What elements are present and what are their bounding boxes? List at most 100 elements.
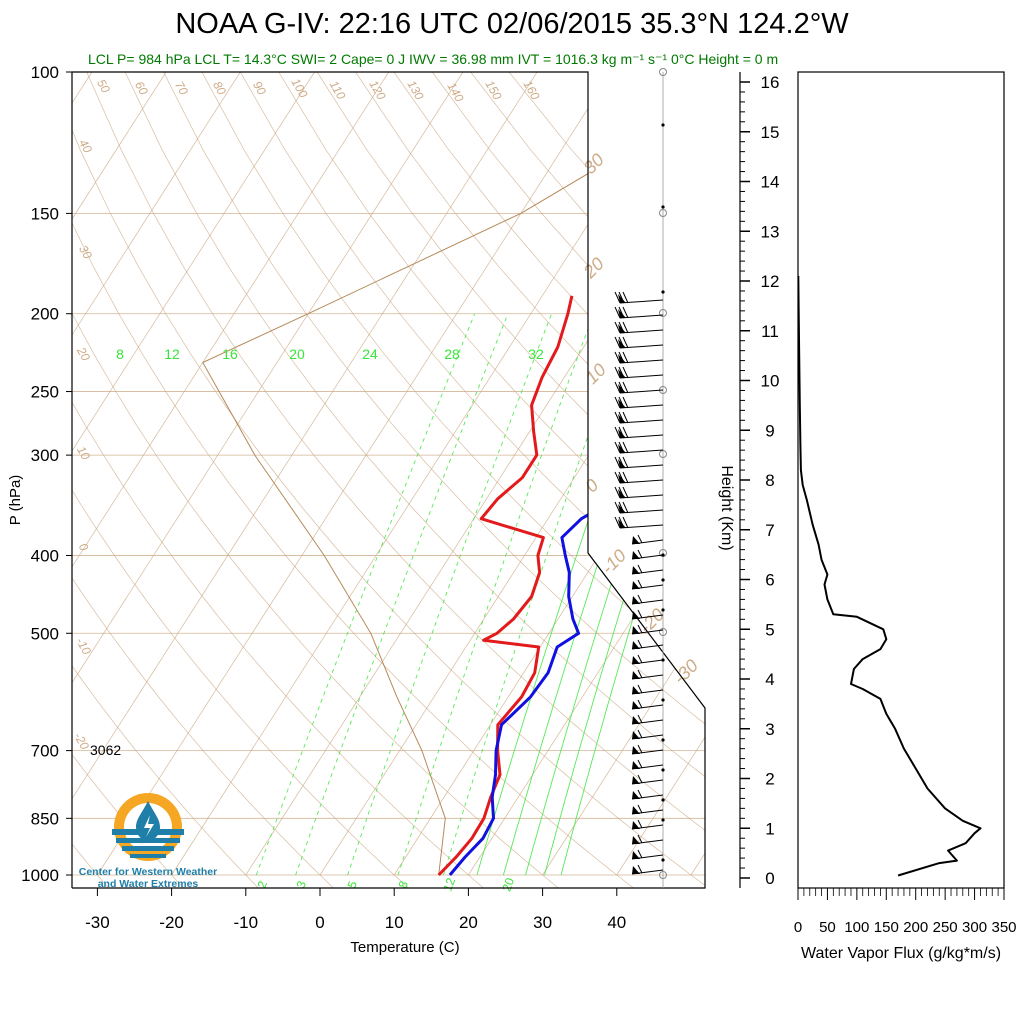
barb-pennant — [632, 791, 640, 799]
barb-feather — [622, 516, 629, 529]
y-tick-label: 100 — [31, 63, 59, 82]
barb-feather — [637, 534, 643, 544]
isotherm-label: 0 — [581, 475, 602, 496]
isotherm-label: -10 — [597, 545, 630, 578]
isotherm-label: 0 — [76, 541, 92, 554]
barb-feather — [637, 654, 643, 664]
barb-feather — [637, 864, 643, 874]
dry-adiabat-line — [72, 72, 489, 888]
barb-feather — [637, 774, 643, 784]
dry-adiabat-line — [72, 72, 705, 888]
logo-caption: Center for Western Weather and Water Ext… — [72, 866, 224, 890]
barb-pennant — [632, 596, 640, 604]
barb-feather — [637, 684, 643, 694]
height-tick-label: 2 — [765, 770, 774, 789]
flux-axis-label: Water Vapor Flux (g/kg*m/s) — [801, 945, 1001, 962]
dry-adiabat-line — [239, 72, 705, 888]
isotherm-line — [72, 72, 390, 876]
isotherm-label: 160 — [520, 78, 542, 103]
mixing-ratio-label: 28 — [444, 346, 460, 362]
isotherm-line — [245, 72, 705, 876]
height-tick-label: 13 — [761, 222, 780, 241]
dewpoint-profile-line — [448, 295, 705, 876]
barb-pennant — [632, 656, 640, 664]
isotherm-label: 20 — [579, 254, 608, 283]
skewt-border — [71, 71, 706, 889]
barb-pennant — [618, 384, 626, 393]
barb-pennant — [618, 324, 626, 333]
barb-pennant — [618, 444, 626, 453]
calm-wind-circle — [659, 309, 667, 317]
dry-adiabat-line — [201, 72, 705, 888]
height-tick-label: 4 — [765, 670, 774, 689]
barb-pennant — [618, 429, 626, 438]
x-tick-label: 40 — [607, 913, 626, 932]
mixing-ratio-label: 32 — [528, 346, 544, 362]
barb-feather — [614, 501, 621, 514]
dry-adiabat-line — [72, 72, 263, 888]
isotherm-label: 150 — [482, 78, 504, 103]
skewt-frame — [71, 71, 706, 889]
logo-line-1: Center for Western Weather — [78, 866, 218, 878]
barb-pennant — [632, 851, 640, 859]
y-tick-label: 250 — [31, 383, 59, 402]
x-tick-label: 20 — [459, 913, 478, 932]
isotherm-line — [468, 72, 705, 876]
barb-pennant — [632, 836, 640, 844]
x-tick-label: 0 — [315, 913, 324, 932]
barb-pennant — [618, 459, 626, 468]
flux-tick-label: 300 — [962, 919, 987, 936]
level-dot — [661, 738, 665, 742]
barb-pennant — [632, 701, 640, 709]
wind-barb — [619, 404, 664, 409]
barb-feather — [622, 291, 629, 304]
isotherm-line — [171, 72, 686, 876]
barb-feather — [614, 411, 621, 424]
level-dot — [661, 698, 665, 702]
barb-pennant — [632, 611, 640, 619]
barb-feather — [637, 744, 643, 754]
barb-feather — [637, 699, 643, 709]
wind-barb — [619, 524, 664, 529]
dry-adiabat-line — [393, 72, 705, 888]
calm-wind-circle — [659, 68, 667, 76]
moist-adiabat-line — [202, 72, 705, 876]
height-tick-label: 16 — [761, 73, 780, 92]
isotherm-label: 30 — [76, 243, 95, 262]
isotherm-label: 70 — [172, 79, 191, 98]
dry-adiabat-line — [124, 72, 705, 888]
height-tick-label: 7 — [765, 521, 774, 540]
height-tick-label: 3 — [765, 720, 774, 739]
calm-wind-circle — [659, 628, 667, 636]
barb-feather — [637, 669, 643, 679]
barb-pennant — [632, 626, 640, 634]
dry-adiabat-line — [72, 72, 564, 888]
level-dot — [661, 123, 665, 127]
isotherm-line — [72, 72, 241, 876]
barb-feather — [622, 441, 629, 454]
barb-pennant — [618, 369, 626, 378]
barb-feather — [622, 426, 629, 439]
logo-line-2: and Water Extremes — [97, 878, 199, 890]
barb-feather — [614, 351, 621, 364]
barb-feather — [622, 486, 629, 499]
barb-feather — [614, 516, 621, 529]
barb-feather — [637, 819, 643, 829]
wind-barb — [619, 464, 664, 469]
barb-feather — [637, 729, 643, 739]
barb-feather — [637, 624, 643, 634]
wind-barb — [619, 494, 664, 499]
barb-pennant — [618, 399, 626, 408]
isotherm-line — [393, 72, 705, 876]
wind-barb — [619, 419, 664, 424]
height-tick-label: 12 — [761, 272, 780, 291]
barb-feather — [614, 441, 621, 454]
barb-pennant — [618, 519, 626, 528]
barb-pennant — [618, 309, 626, 318]
skewt-grid — [72, 72, 705, 888]
isotherm-label: 110 — [327, 78, 349, 102]
barb-feather — [637, 789, 643, 799]
isotherm-label: 130 — [404, 78, 426, 103]
